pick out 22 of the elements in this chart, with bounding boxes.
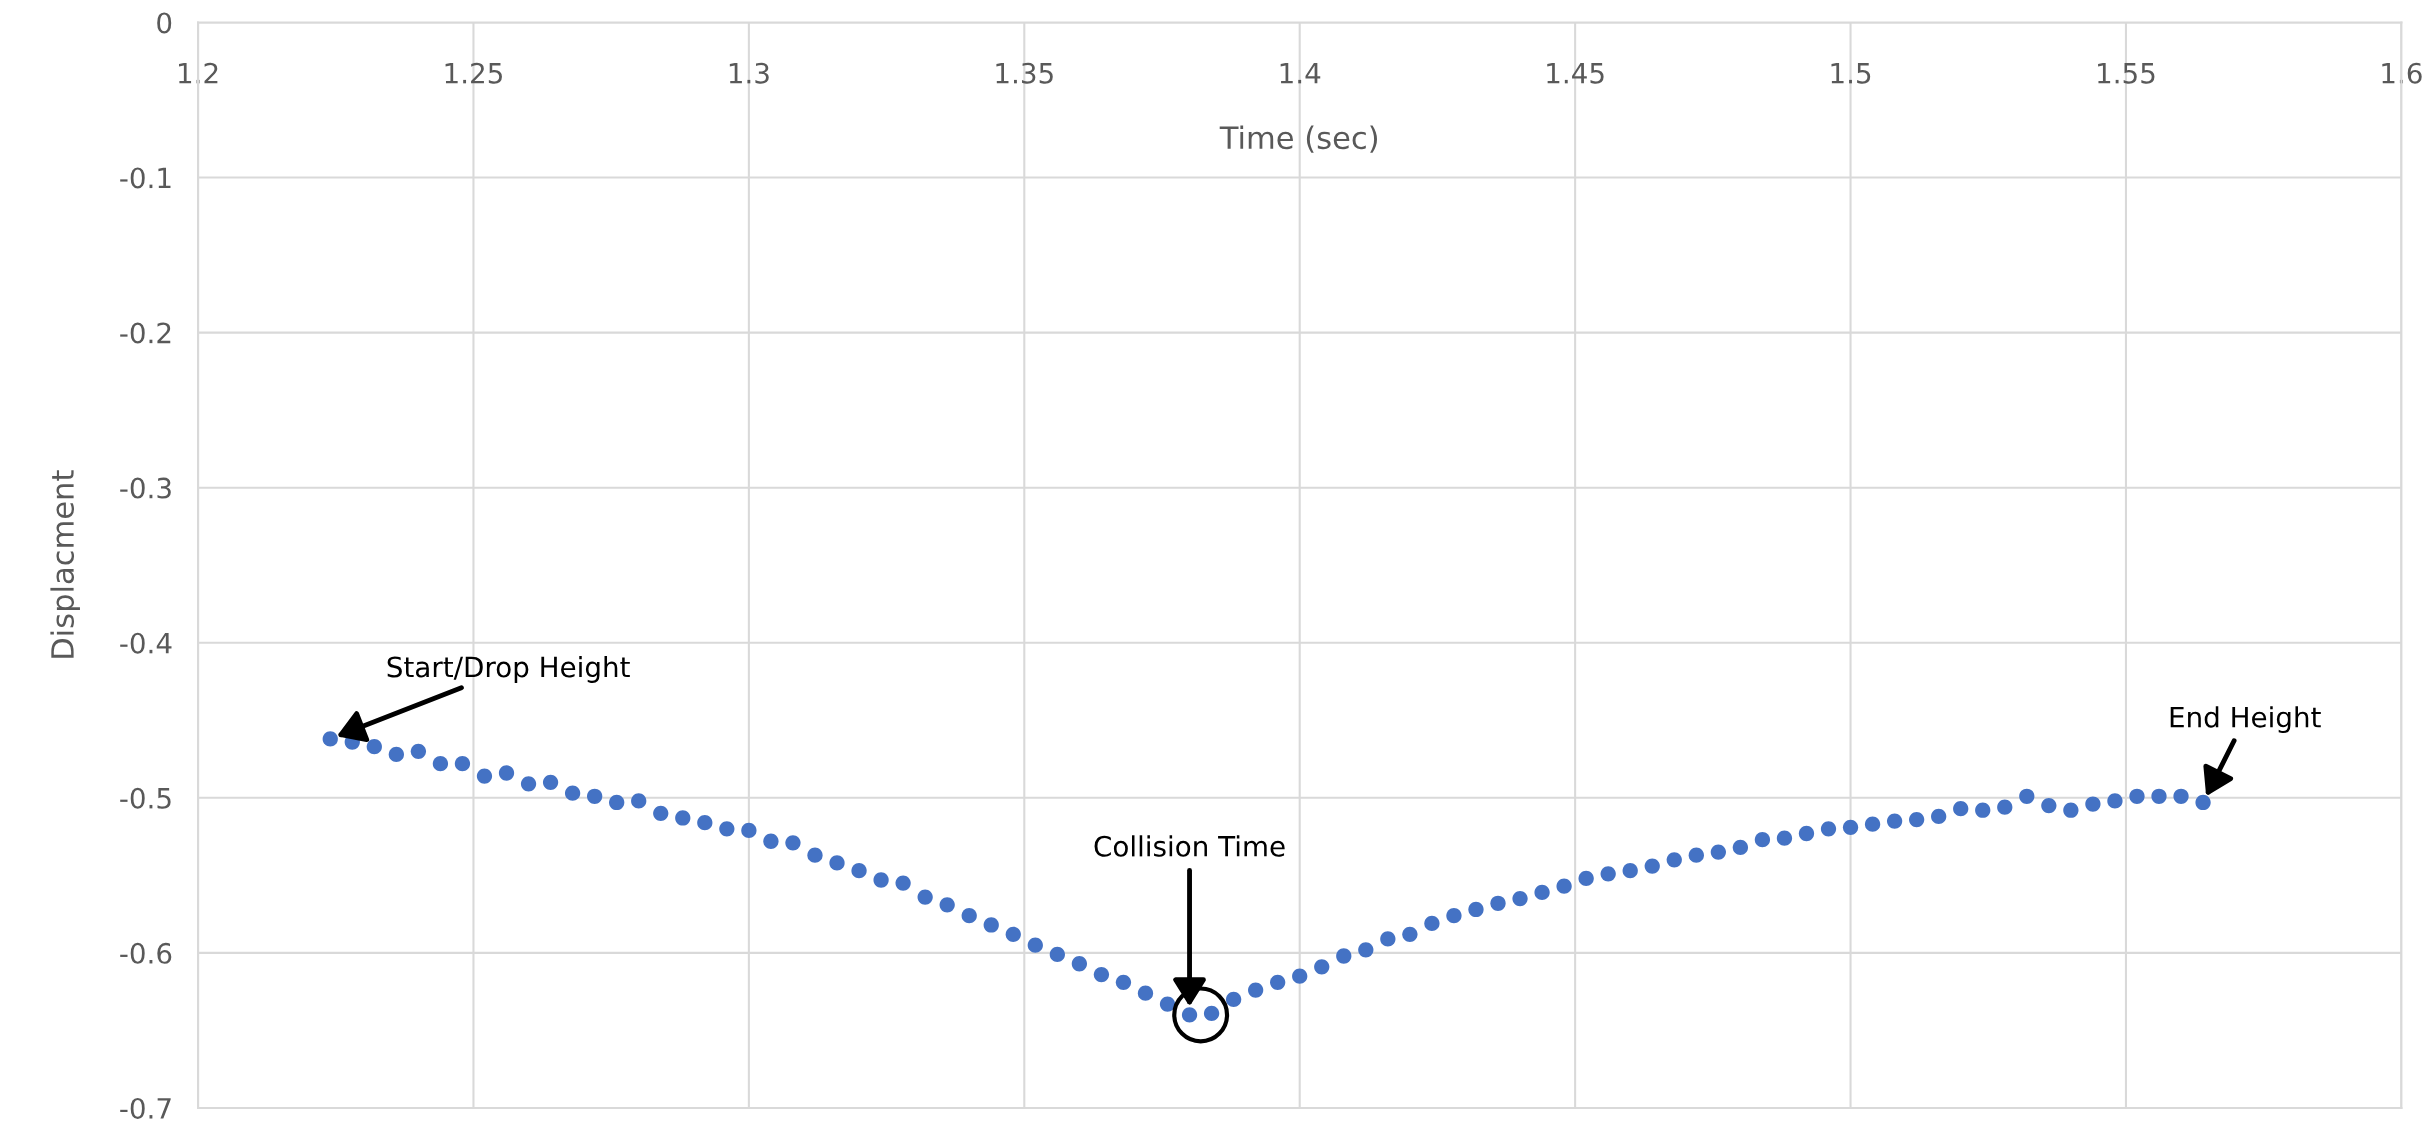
y-tick-label: -0.6 bbox=[120, 942, 172, 964]
y-axis-title: Displacment bbox=[50, 470, 80, 658]
x-tick-label: 1.5 bbox=[1831, 63, 1871, 84]
x-tick-label: 1.4 bbox=[1280, 63, 1321, 84]
x-axis-title: Time (sec) bbox=[1219, 125, 1377, 153]
annotation: Collision Time bbox=[1094, 835, 1285, 857]
annotation: End Height bbox=[2170, 706, 2321, 734]
x-tick-label: 1.2 bbox=[179, 62, 218, 84]
y-tick-label: 0 bbox=[157, 12, 172, 34]
x-tick-label: 1.55 bbox=[2098, 63, 2155, 84]
x-tick-label: 1.3 bbox=[729, 62, 769, 84]
x-tick-label: 1.35 bbox=[996, 62, 1053, 84]
x-tick-label: 1.45 bbox=[1547, 63, 1604, 84]
y-tick-label: -0.5 bbox=[120, 787, 171, 809]
x-tick-label: 1.6 bbox=[2382, 62, 2422, 84]
x-tick-label: 1.25 bbox=[445, 62, 502, 84]
annotation: Start/Drop Height bbox=[387, 656, 630, 683]
y-tick-label: -0.2 bbox=[120, 322, 171, 344]
y-tick-label: -0.1 bbox=[120, 167, 171, 189]
y-tick-label: -0.7 bbox=[120, 1097, 171, 1119]
y-tick-label: -0.4 bbox=[120, 632, 172, 654]
y-tick-label: -0.3 bbox=[120, 477, 171, 499]
